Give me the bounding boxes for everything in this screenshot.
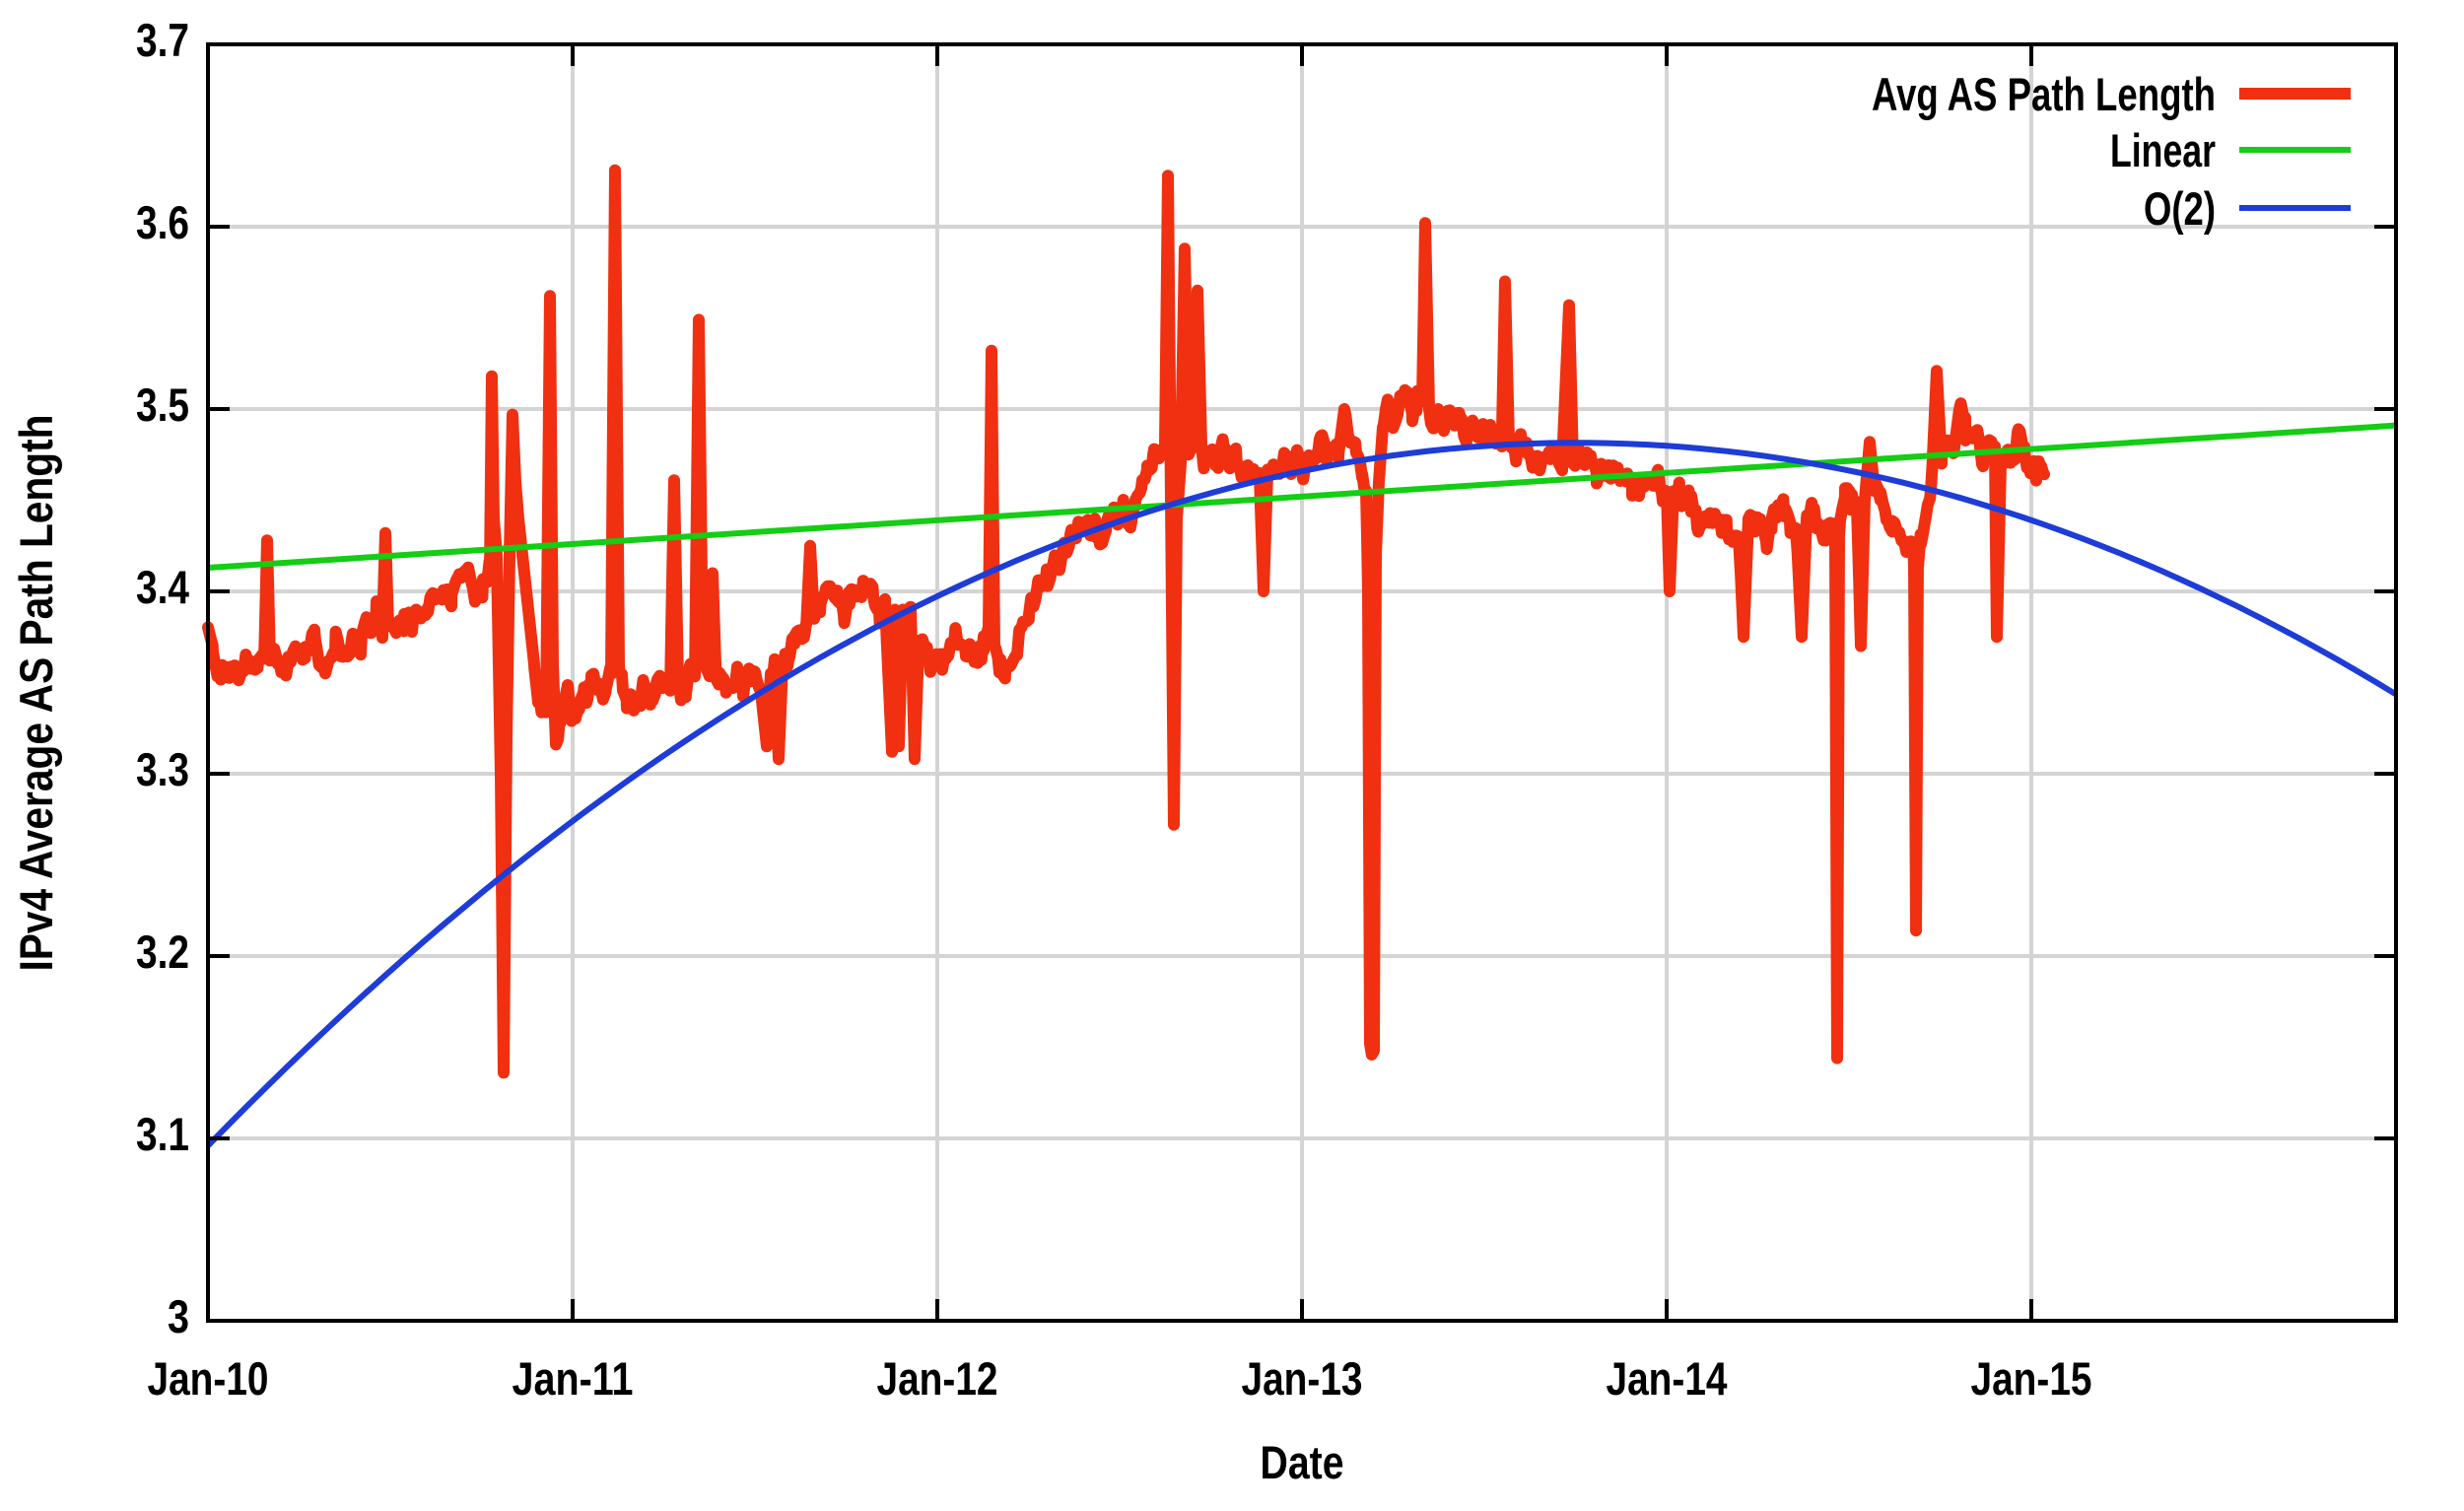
svg-text:Avg AS Path Length: Avg AS Path Length <box>1872 68 2216 120</box>
svg-text:Jan-14: Jan-14 <box>1607 1352 1728 1405</box>
svg-text:Linear: Linear <box>2110 124 2216 176</box>
svg-text:3.1: 3.1 <box>136 1108 189 1160</box>
svg-text:3: 3 <box>168 1290 189 1342</box>
svg-text:Date: Date <box>1261 1436 1344 1488</box>
svg-text:3.2: 3.2 <box>136 926 189 978</box>
svg-text:Jan-15: Jan-15 <box>1971 1352 2092 1405</box>
svg-text:Jan-11: Jan-11 <box>513 1352 634 1405</box>
svg-text:Jan-12: Jan-12 <box>877 1352 998 1405</box>
svg-text:3.4: 3.4 <box>136 561 189 613</box>
svg-text:3.7: 3.7 <box>136 14 189 66</box>
svg-text:Jan-10: Jan-10 <box>148 1352 269 1405</box>
svg-text:IPv4 Average AS Path Length: IPv4 Average AS Path Length <box>10 415 62 972</box>
svg-text:3.6: 3.6 <box>136 196 189 248</box>
svg-text:3.5: 3.5 <box>136 378 189 431</box>
svg-text:O(2): O(2) <box>2144 182 2216 235</box>
svg-text:Jan-13: Jan-13 <box>1242 1352 1363 1405</box>
svg-text:3.3: 3.3 <box>136 743 189 795</box>
